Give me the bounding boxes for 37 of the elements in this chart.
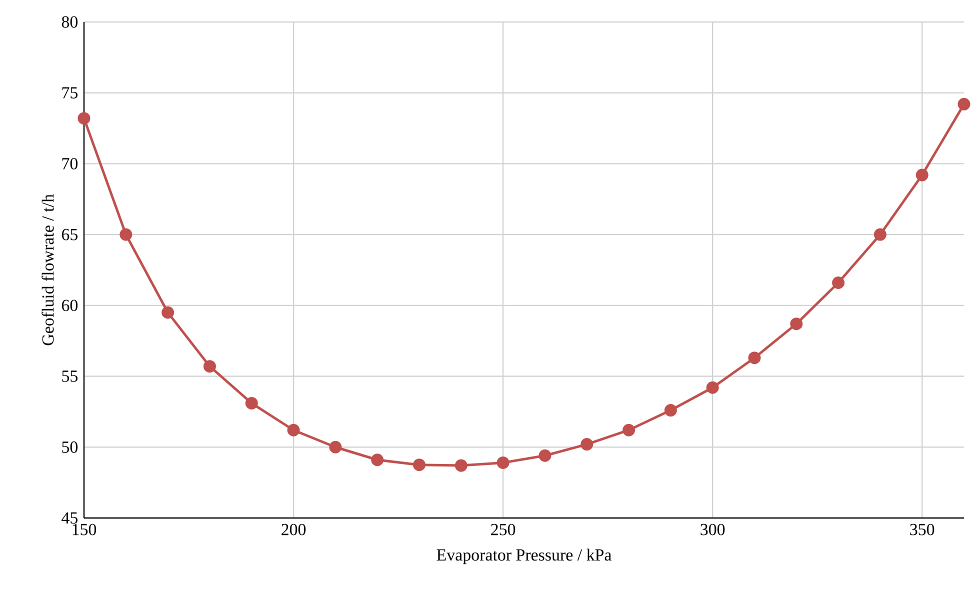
x-tick-label: 350 xyxy=(910,524,934,536)
x-tick-label: 300 xyxy=(700,524,725,536)
point xyxy=(496,456,510,469)
point xyxy=(245,396,258,410)
point xyxy=(832,276,845,289)
x-tick-label: 200 xyxy=(282,524,306,536)
point xyxy=(120,228,132,241)
point xyxy=(748,352,761,364)
y-tick-label: 65 xyxy=(62,228,78,240)
y-tick-label: 60 xyxy=(62,300,78,312)
point xyxy=(78,112,90,125)
x-tick-label: 150 xyxy=(72,524,96,536)
x-axis-title: Evaporator Pressure / kPa xyxy=(436,548,612,564)
point xyxy=(958,98,970,110)
point xyxy=(706,381,719,394)
point xyxy=(790,318,803,330)
point xyxy=(287,424,300,436)
point xyxy=(413,458,426,472)
point xyxy=(454,459,468,472)
point xyxy=(538,449,552,462)
y-tick-label: 75 xyxy=(62,87,78,98)
point xyxy=(329,440,342,454)
point xyxy=(580,438,594,451)
point xyxy=(622,424,636,436)
y-tick-label: 50 xyxy=(62,441,78,453)
y-tick-label: 55 xyxy=(62,370,78,382)
x-tick-label: 250 xyxy=(491,524,516,536)
y-tick-label: 80 xyxy=(62,16,78,28)
y-axis-title: Geofluid flowrate / t/h xyxy=(42,194,54,346)
point xyxy=(874,228,886,241)
y-tick-label: 45 xyxy=(62,512,78,524)
point xyxy=(162,306,174,319)
point xyxy=(371,454,384,466)
point xyxy=(664,404,677,417)
y-tick-label: 70 xyxy=(62,158,78,170)
point xyxy=(203,360,216,373)
point xyxy=(916,168,928,182)
